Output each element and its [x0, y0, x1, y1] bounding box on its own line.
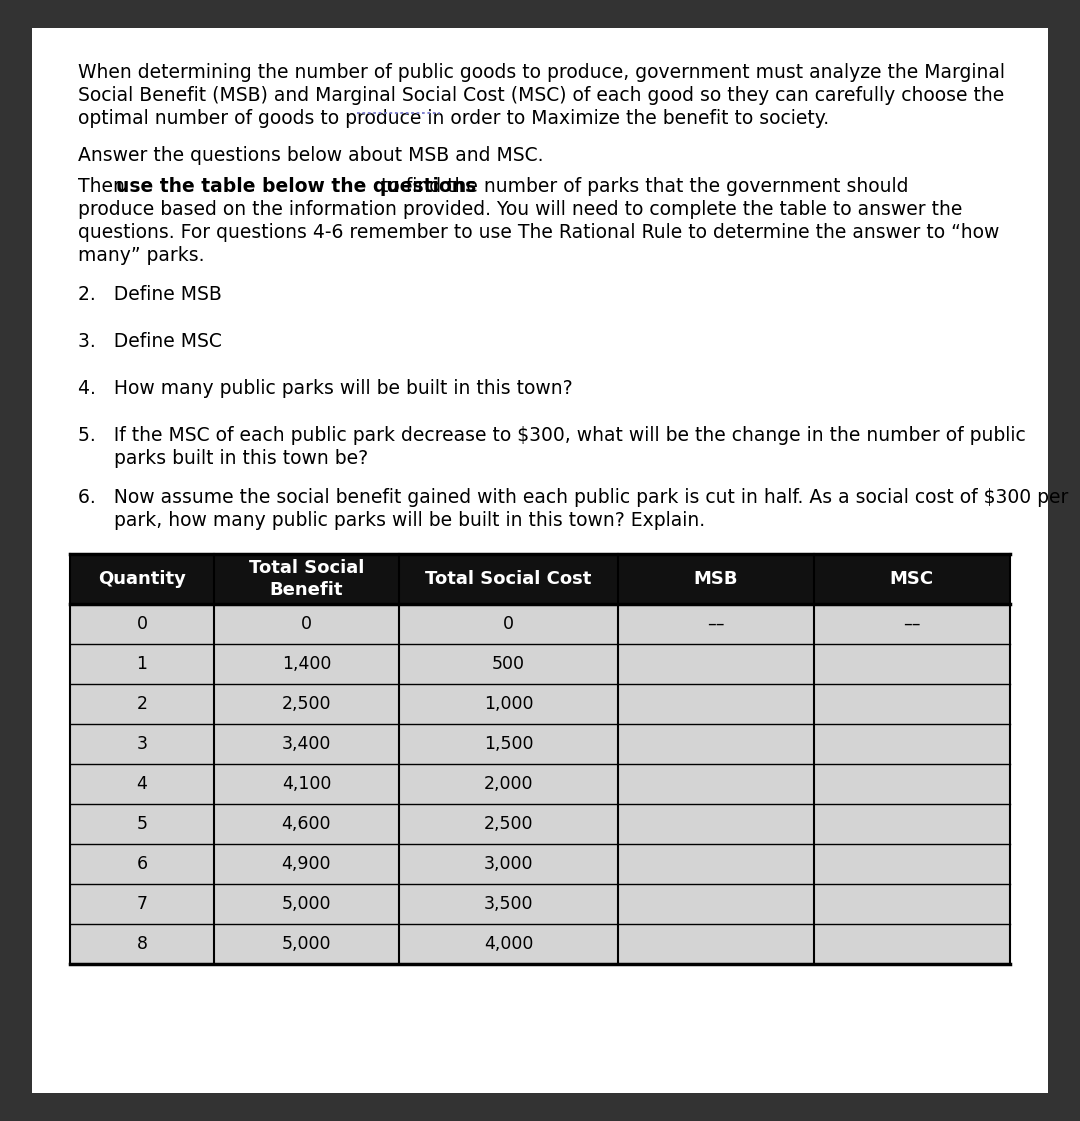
- Bar: [70, 844, 1010, 884]
- Text: use the table below the questions: use the table below the questions: [116, 177, 476, 196]
- Text: Total Social Cost: Total Social Cost: [426, 569, 592, 589]
- Bar: [70, 604, 1010, 643]
- Bar: [70, 884, 1010, 924]
- Text: 2.   Define MSB: 2. Define MSB: [78, 285, 221, 304]
- Text: When determining the number of public goods to produce, government must analyze : When determining the number of public go…: [78, 63, 1005, 82]
- Text: 3,000: 3,000: [484, 855, 534, 873]
- Text: 4: 4: [136, 775, 147, 793]
- Text: MSB: MSB: [693, 569, 738, 589]
- Text: 3,400: 3,400: [282, 735, 332, 753]
- Text: parks built in this town be?: parks built in this town be?: [78, 450, 368, 467]
- Text: 2,500: 2,500: [282, 695, 332, 713]
- Text: 1,000: 1,000: [484, 695, 534, 713]
- Text: 3: 3: [136, 735, 147, 753]
- Bar: [70, 765, 1010, 804]
- Text: 4,600: 4,600: [282, 815, 332, 833]
- Text: 0: 0: [301, 615, 312, 633]
- Text: 5: 5: [136, 815, 147, 833]
- Text: 2: 2: [136, 695, 147, 713]
- Text: 7: 7: [136, 895, 147, 912]
- Text: 4,900: 4,900: [282, 855, 332, 873]
- Text: 8: 8: [136, 935, 147, 953]
- Text: produce based on the information provided. You will need to complete the table t: produce based on the information provide…: [78, 200, 962, 219]
- Text: Answer the questions below about MSB and MSC.: Answer the questions below about MSB and…: [78, 146, 543, 165]
- Text: 3,500: 3,500: [484, 895, 534, 912]
- Text: ––: ––: [707, 615, 725, 633]
- Text: 4.   How many public parks will be built in this town?: 4. How many public parks will be built i…: [78, 379, 572, 398]
- Bar: [70, 804, 1010, 844]
- Text: optimal number of goods to produce in order to Maximize the benefit to society.: optimal number of goods to produce in or…: [78, 109, 829, 128]
- Text: 4,100: 4,100: [282, 775, 332, 793]
- Bar: [70, 924, 1010, 964]
- Text: 2,500: 2,500: [484, 815, 534, 833]
- Text: Social Benefit (MSB) and Marginal Social Cost (MSC) of each good so they can car: Social Benefit (MSB) and Marginal Social…: [78, 86, 1004, 105]
- Text: 500: 500: [492, 655, 525, 673]
- Text: ––: ––: [903, 615, 920, 633]
- Text: 6.   Now assume the social benefit gained with each public park is cut in half. : 6. Now assume the social benefit gained …: [78, 488, 1068, 507]
- Text: 2,000: 2,000: [484, 775, 534, 793]
- Text: 5.   If the MSC of each public park decrease to $300, what will be the change in: 5. If the MSC of each public park decrea…: [78, 426, 1026, 445]
- Bar: [70, 724, 1010, 765]
- Text: 1,500: 1,500: [484, 735, 534, 753]
- Text: 5,000: 5,000: [282, 895, 332, 912]
- Text: 4,000: 4,000: [484, 935, 534, 953]
- Text: Then: Then: [78, 177, 131, 196]
- Text: 1: 1: [136, 655, 147, 673]
- Text: 1,400: 1,400: [282, 655, 332, 673]
- Text: to find the number of parks that the government should: to find the number of parks that the gov…: [375, 177, 908, 196]
- Text: 5,000: 5,000: [282, 935, 332, 953]
- Bar: [70, 643, 1010, 684]
- Bar: [70, 554, 1010, 604]
- Bar: [70, 684, 1010, 724]
- Text: MSC: MSC: [890, 569, 934, 589]
- Text: 6: 6: [136, 855, 148, 873]
- Text: many” parks.: many” parks.: [78, 245, 204, 265]
- Text: 0: 0: [503, 615, 514, 633]
- Text: park, how many public parks will be built in this town? Explain.: park, how many public parks will be buil…: [78, 511, 705, 530]
- Text: 0: 0: [136, 615, 147, 633]
- Text: Total Social
Benefit: Total Social Benefit: [248, 559, 364, 599]
- Text: Quantity: Quantity: [98, 569, 186, 589]
- Text: 3.   Define MSC: 3. Define MSC: [78, 332, 221, 351]
- Text: questions. For questions 4-6 remember to use The Rational Rule to determine the : questions. For questions 4-6 remember to…: [78, 223, 999, 242]
